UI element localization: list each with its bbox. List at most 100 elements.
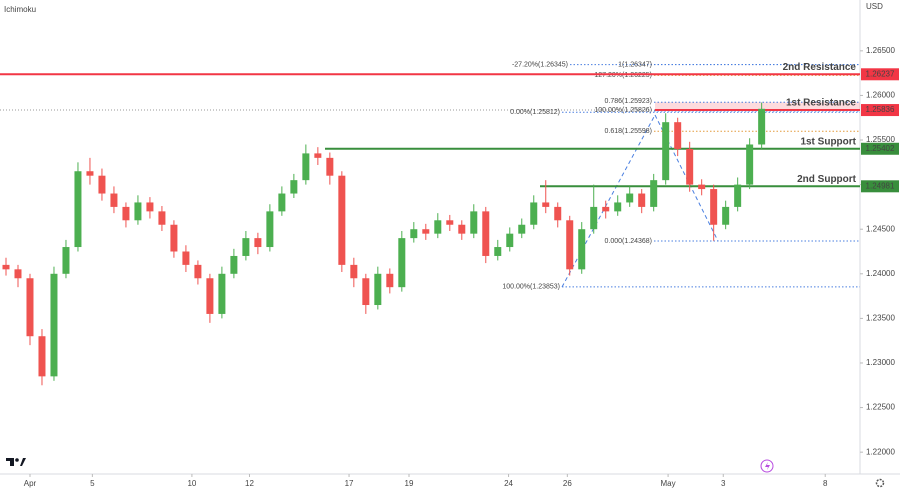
- candle-body: [374, 273, 382, 306]
- indicator-name: Ichimoku: [4, 5, 36, 14]
- fib-label: 127.20%(1.26225): [594, 72, 652, 79]
- candle-body: [674, 122, 682, 149]
- candle-body: [506, 233, 514, 248]
- candle-body: [122, 206, 130, 221]
- resistance-zone: [655, 102, 860, 111]
- candle-body: [74, 171, 82, 248]
- currency: USD: [866, 2, 883, 11]
- candle-body: [26, 278, 34, 337]
- y-tick-label: 1.24000: [866, 269, 895, 278]
- candle-body: [434, 220, 442, 234]
- candle-body: [638, 193, 646, 207]
- y-tick-label: 1.26000: [866, 91, 895, 100]
- y-tick-label: 1.25500: [866, 135, 895, 144]
- candle-body: [98, 175, 106, 194]
- fib-label: 0.00%(1.25812): [510, 109, 560, 116]
- candle-body: [758, 108, 766, 145]
- candle-body: [158, 211, 166, 225]
- fib-label: 100.00%(1.23853): [502, 284, 560, 291]
- fib-label: 0.000(1.24368): [605, 238, 652, 245]
- y-tick-label: 1.26500: [866, 46, 895, 55]
- candle-body: [650, 180, 658, 207]
- candle-body: [614, 202, 622, 212]
- candle-body: [218, 273, 226, 314]
- fib-label: 100.00%(1.25826): [594, 107, 652, 114]
- candle-body: [398, 238, 406, 288]
- price-label-box: [861, 180, 899, 193]
- x-tick-label: 19: [405, 479, 414, 488]
- candle-body: [134, 202, 142, 221]
- y-tick-label: 1.23500: [866, 313, 895, 322]
- candle-body: [710, 189, 718, 225]
- candle-body: [458, 224, 466, 234]
- price-label-box: [861, 104, 899, 117]
- candle-body: [722, 206, 730, 225]
- candle-body: [530, 202, 538, 225]
- candle-body: [182, 251, 190, 265]
- candle-body: [542, 202, 550, 207]
- candle-body: [482, 211, 490, 256]
- x-tick-label: 12: [245, 479, 254, 488]
- level-name: 1st Support: [800, 136, 856, 147]
- candle-body: [326, 157, 334, 176]
- fib-label: -27.20%(1.26345): [512, 62, 568, 69]
- x-tick-label: 26: [563, 479, 572, 488]
- x-tick-label: 17: [345, 479, 354, 488]
- level-name: 2nd Support: [797, 174, 857, 185]
- lightning-glyph: [765, 462, 770, 470]
- candle-body: [746, 144, 754, 185]
- price-label-box: [861, 142, 899, 155]
- candle-body: [554, 206, 562, 221]
- candle-body: [230, 255, 238, 274]
- candle-body: [50, 273, 58, 377]
- candle-body: [62, 247, 70, 274]
- candle-body: [2, 264, 10, 270]
- fib-label: 0.786(1.25923): [605, 98, 652, 105]
- candle-body: [362, 278, 370, 306]
- x-tick-label: 5: [90, 479, 95, 488]
- x-tick-label: 10: [187, 479, 196, 488]
- price-label: 1.25402: [866, 144, 895, 153]
- candle-body: [518, 224, 526, 234]
- y-tick-label: 1.23000: [866, 358, 895, 367]
- candle-body: [254, 238, 262, 248]
- y-tick-label: 1.22000: [866, 447, 895, 456]
- candle-body: [662, 122, 670, 181]
- candle-body: [194, 264, 202, 279]
- x-tick-label: 8: [823, 479, 828, 488]
- x-tick-label: 3: [721, 479, 726, 488]
- fib-label: 0.618(1.25598): [605, 128, 652, 135]
- x-tick-label: Apr: [24, 479, 37, 488]
- candle-body: [110, 193, 118, 207]
- x-tick-label: May: [661, 479, 676, 488]
- y-tick-label: 1.24500: [866, 224, 895, 233]
- lightning-icon[interactable]: [760, 459, 774, 473]
- y-tick-label: 1.22500: [866, 403, 895, 412]
- tv-logo: [6, 458, 26, 466]
- price-label: 1.26237: [866, 69, 895, 78]
- candle-body: [206, 278, 214, 314]
- candle-body: [302, 153, 310, 181]
- fib-label: 1(1.26347): [618, 61, 652, 68]
- price-label: 1.24981: [866, 181, 895, 190]
- candle-body: [494, 247, 502, 256]
- candle-body: [410, 229, 418, 239]
- candle-body: [86, 171, 94, 176]
- candle-body: [314, 153, 322, 158]
- candle-body: [626, 193, 634, 203]
- candle-body: [146, 202, 154, 212]
- candle-body: [278, 193, 286, 212]
- settings-icon[interactable]: [875, 478, 885, 488]
- candle-body: [386, 273, 394, 288]
- candle-body: [734, 184, 742, 207]
- candle-body: [566, 220, 574, 270]
- candle-body: [338, 175, 346, 265]
- price-label-box: [861, 68, 899, 81]
- candle-body: [14, 269, 22, 279]
- candle-body: [446, 220, 454, 225]
- x-tick-label: 24: [504, 479, 513, 488]
- candle-body: [290, 180, 298, 194]
- level-name: 1st Resistance: [786, 98, 856, 109]
